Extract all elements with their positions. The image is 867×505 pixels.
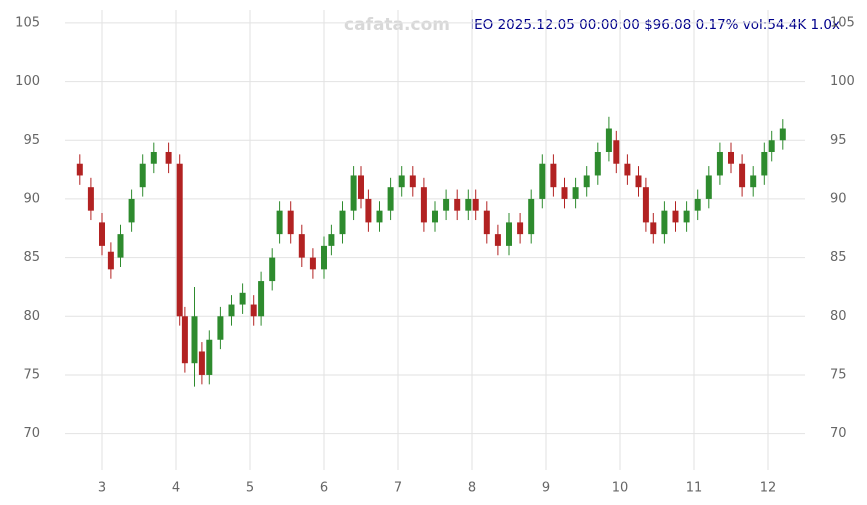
candle-body [483,210,490,235]
candle-body [561,187,568,199]
candle-body [454,198,461,211]
candle-body [117,234,124,258]
candle-body [150,151,157,164]
candle-body [239,292,246,305]
candle-body [443,198,450,211]
y-tick-label-right: 70 [830,426,847,441]
x-tick-label: 3 [98,481,106,496]
candle-body [779,128,786,141]
candle-body [728,151,734,164]
candle-body [517,222,524,235]
candle-body [365,198,372,223]
candle-body [432,210,438,223]
candle-body [572,187,579,199]
candle-body [358,175,364,199]
x-tick-label: 6 [320,481,328,496]
candle-body [635,175,642,188]
candle-body [250,304,257,317]
candle-body [206,339,213,375]
candle-body [768,140,775,152]
candle-body [683,210,690,223]
x-tick-label: 12 [760,481,777,496]
y-tick-label-right: 105 [830,15,855,30]
y-tick-label-right: 85 [830,250,847,265]
candle-body [298,234,305,258]
x-tick-label: 5 [246,481,254,496]
candle-body [594,151,601,176]
candle-body [276,210,283,235]
candle-body [613,140,620,164]
candle-body [99,222,105,246]
candle-body [287,210,294,235]
candle-body [739,163,746,188]
candle-body [642,187,649,223]
candle-body [624,163,631,176]
candle-body [387,187,394,211]
candle-body [420,187,427,223]
candle-body [494,234,501,246]
candle-body [228,304,235,317]
y-tick-label: 70 [23,426,40,441]
x-tick-label: 10 [612,481,629,496]
candle-body [339,210,346,235]
candle-body [321,245,327,270]
candle-body [217,316,224,340]
y-tick-label: 75 [23,367,40,382]
candle-body [528,198,535,235]
candle-body [472,198,479,211]
candle-body [176,163,183,317]
candle-body [258,281,265,317]
candle-body [761,151,768,176]
y-tick-label: 100 [15,74,40,89]
x-tick-label: 11 [686,481,703,496]
candle-body [506,222,512,246]
candle-body [465,198,472,211]
candle-body [583,175,590,188]
candle-body [376,210,383,223]
y-tick-label-right: 75 [830,367,847,382]
chart-title: IEO 2025.12.05 00:00:00 $96.08 0.17% vol… [470,17,840,33]
y-tick-label: 105 [15,15,40,30]
candle-body [87,187,94,211]
y-tick-label-right: 95 [830,133,847,148]
candle-body [661,210,668,235]
candle-body [191,316,198,364]
candle-body [269,257,276,282]
candle-body [672,210,679,223]
candle-body [409,175,416,188]
candle-body [165,151,172,164]
candle-body [398,175,405,188]
candle-body [694,198,701,211]
x-tick-label: 8 [468,481,476,496]
x-tick-label: 9 [542,481,550,496]
candle-body [650,222,657,235]
y-tick-label-right: 100 [830,74,855,89]
candle-body [750,175,757,188]
candle-body [328,234,335,246]
y-tick-label-right: 90 [830,191,847,206]
candle-body [76,163,83,176]
x-tick-label: 7 [394,481,402,496]
candle-body [550,163,557,188]
x-tick-label: 4 [172,481,180,496]
candle-body [705,175,712,199]
y-tick-label: 80 [23,309,40,324]
candle-body [539,163,546,199]
y-tick-label-right: 80 [830,309,847,324]
candle-body [128,198,135,223]
candle-body [309,257,316,270]
candle-body [605,128,612,152]
candle-body [107,251,114,270]
candle-body [198,351,205,375]
y-tick-label: 90 [23,191,40,206]
y-tick-label: 95 [23,133,40,148]
candle-body [716,151,723,176]
plot: 70 70 75 75 80 80 85 85 90 90 95 95 100 100 105 105 3 4 5 6… [15,10,855,496]
watermark: cafata.com [344,15,450,35]
candle-body [181,316,188,364]
candle-body [350,175,357,211]
y-tick-label: 85 [23,250,40,265]
candle-body [139,163,146,188]
